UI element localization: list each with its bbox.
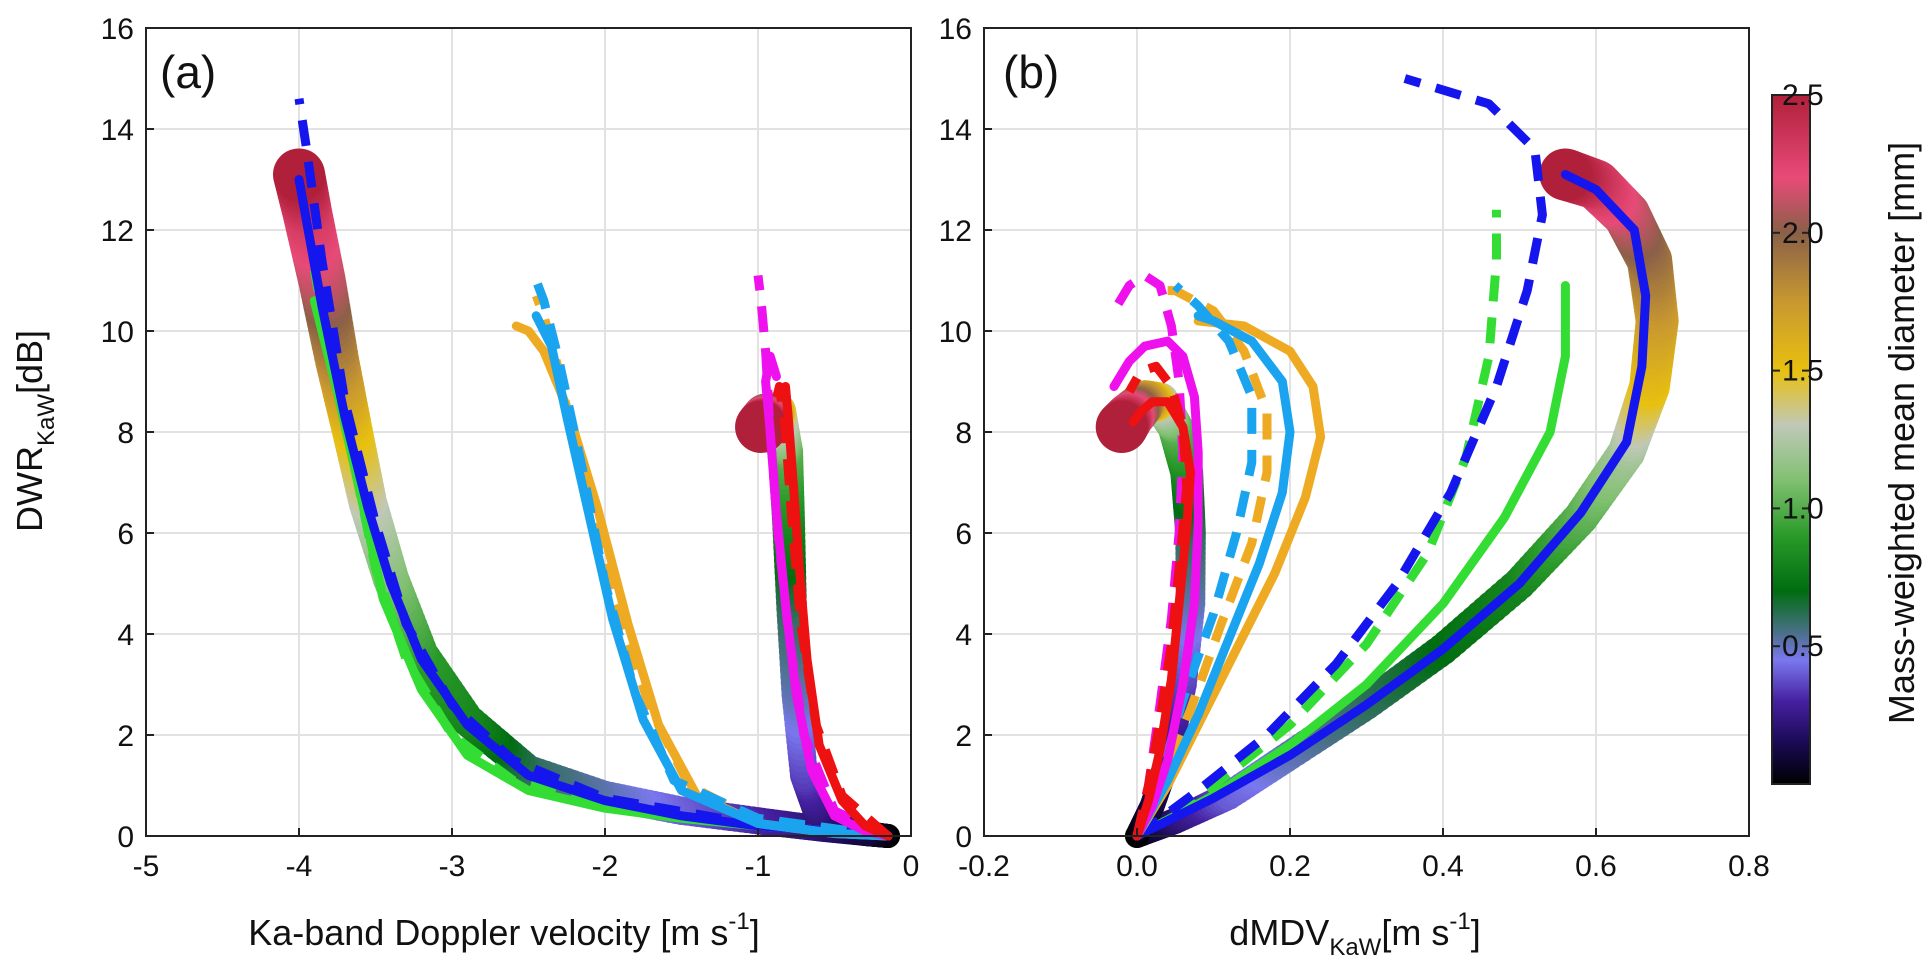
x-tick-label: -4 bbox=[286, 850, 313, 883]
panel-a-y-ticks: 0 2 4 6 8 10 12 14 16 bbox=[101, 13, 154, 854]
y-tick-label: 8 bbox=[955, 417, 972, 450]
colorbar-tick-label: 0.5 bbox=[1782, 630, 1824, 663]
colorbar-tick-label: 1.0 bbox=[1782, 492, 1824, 525]
panel-a-y-label-sub: KaW bbox=[33, 394, 60, 446]
x-tick-label: 0.2 bbox=[1269, 850, 1311, 883]
series-line-blue-solid bbox=[1132, 170, 1651, 841]
x-tick-label: -1 bbox=[745, 850, 772, 883]
y-tick-label: 6 bbox=[117, 518, 134, 551]
panel-a-x-label-end: ] bbox=[750, 912, 760, 953]
y-tick-label: 6 bbox=[955, 518, 972, 551]
y-tick-label: 4 bbox=[955, 619, 972, 652]
panel-a-y-label-end: [dB] bbox=[9, 330, 50, 394]
series-line-skyblue-solid bbox=[531, 311, 893, 841]
panel-a-x-label-sup: -1 bbox=[728, 908, 749, 935]
series-line-green-dashed bbox=[1134, 209, 1501, 840]
series-line-magenta-solid bbox=[1109, 336, 1203, 841]
y-tick-label: 2 bbox=[117, 720, 134, 753]
colorbar-tick-label: 1.5 bbox=[1782, 355, 1824, 388]
panel-a-x-label-main: Ka-band Doppler velocity [m s bbox=[248, 912, 728, 953]
series-line-skyblue-solid bbox=[1132, 311, 1295, 841]
panel-b: -0.2 0.0 0.2 0.4 0.6 0.8 0 2 4 6 8 10 12 14 16 (b) dM… bbox=[939, 13, 1770, 961]
y-tick-label: 10 bbox=[939, 316, 972, 349]
colorbar-tick-label: 2.0 bbox=[1782, 217, 1824, 250]
panel-a-x-label: Ka-band Doppler velocity [m s-1] bbox=[248, 908, 760, 953]
x-tick-label: -2 bbox=[592, 850, 619, 883]
y-tick-label: 2 bbox=[955, 720, 972, 753]
panel-b-label: (b) bbox=[1003, 46, 1059, 98]
series-line-orange-dashed bbox=[1132, 286, 1272, 838]
series-line-orange-dashed bbox=[531, 294, 889, 841]
x-tick-label: 0.0 bbox=[1116, 850, 1158, 883]
y-tick-label: 14 bbox=[939, 114, 972, 147]
x-tick-label: -3 bbox=[439, 850, 466, 883]
panel-b-x-label-sub: KaW bbox=[1329, 934, 1381, 961]
panel-b-x-label: dMDVKaW[m s-1] bbox=[1229, 908, 1480, 961]
panel-b-x-label-main: dMDV bbox=[1229, 912, 1329, 953]
panel-b-x-label-sup: -1 bbox=[1449, 908, 1470, 935]
y-tick-label: 0 bbox=[955, 821, 972, 854]
colorbar-label: Mass-weighted mean diameter [mm] bbox=[1881, 142, 1922, 724]
series-line-skyblue-dashed bbox=[531, 278, 889, 841]
panel-a-y-label-main: DWR bbox=[9, 446, 50, 532]
series-line-red-dashed bbox=[768, 382, 891, 840]
y-tick-label: 4 bbox=[117, 619, 134, 652]
panel-b-series bbox=[1109, 74, 1651, 841]
panel-b-x-label-unit: [m s bbox=[1381, 912, 1449, 953]
panel-a-series bbox=[294, 98, 893, 841]
x-tick-label: 0 bbox=[903, 850, 920, 883]
y-tick-label: 14 bbox=[101, 114, 134, 147]
x-tick-label: -5 bbox=[133, 850, 160, 883]
colorbar-ticks: 0.5 1.0 1.5 2.0 2.5 bbox=[1772, 79, 1824, 663]
colorbar-gradient bbox=[1771, 94, 1811, 785]
y-tick-label: 10 bbox=[101, 316, 134, 349]
panel-b-x-label-end: ] bbox=[1471, 912, 1481, 953]
y-tick-label: 16 bbox=[101, 13, 134, 46]
panel-a: -5 -4 -3 -2 -1 0 0 2 4 6 8 10 12 14 16 (a) Ka-band Do… bbox=[9, 13, 919, 953]
x-tick-label: 0.6 bbox=[1575, 850, 1617, 883]
y-tick-label: 8 bbox=[117, 417, 134, 450]
series-line-blue-dashed bbox=[294, 98, 889, 841]
series-line-blue-dashed bbox=[1134, 74, 1547, 840]
aggregate-marker bbox=[735, 400, 788, 453]
colorbar: 0.5 1.0 1.5 2.0 2.5 Mass-weighted mean diame… bbox=[1771, 79, 1922, 785]
panel-a-y-label: DWRKaW[dB] bbox=[9, 330, 60, 532]
panel-a-label: (a) bbox=[160, 46, 216, 98]
x-tick-label: -0.2 bbox=[958, 850, 1010, 883]
y-tick-label: 16 bbox=[939, 13, 972, 46]
series-line-red-dashed bbox=[1125, 361, 1192, 837]
panel-b-x-ticks: -0.2 0.0 0.2 0.4 0.6 0.8 bbox=[958, 828, 1770, 883]
y-tick-label: 0 bbox=[117, 821, 134, 854]
series-line-magenta-dashed bbox=[753, 274, 890, 841]
x-tick-label: 0.8 bbox=[1728, 850, 1770, 883]
panel-a-x-ticks: -5 -4 -3 -2 -1 0 bbox=[133, 828, 920, 883]
panel-b-y-ticks: 0 2 4 6 8 10 12 14 16 bbox=[939, 13, 992, 854]
y-tick-label: 12 bbox=[939, 215, 972, 248]
colorbar-tick-label: 2.5 bbox=[1782, 79, 1824, 112]
x-tick-label: 0.4 bbox=[1422, 850, 1464, 883]
y-tick-label: 12 bbox=[101, 215, 134, 248]
